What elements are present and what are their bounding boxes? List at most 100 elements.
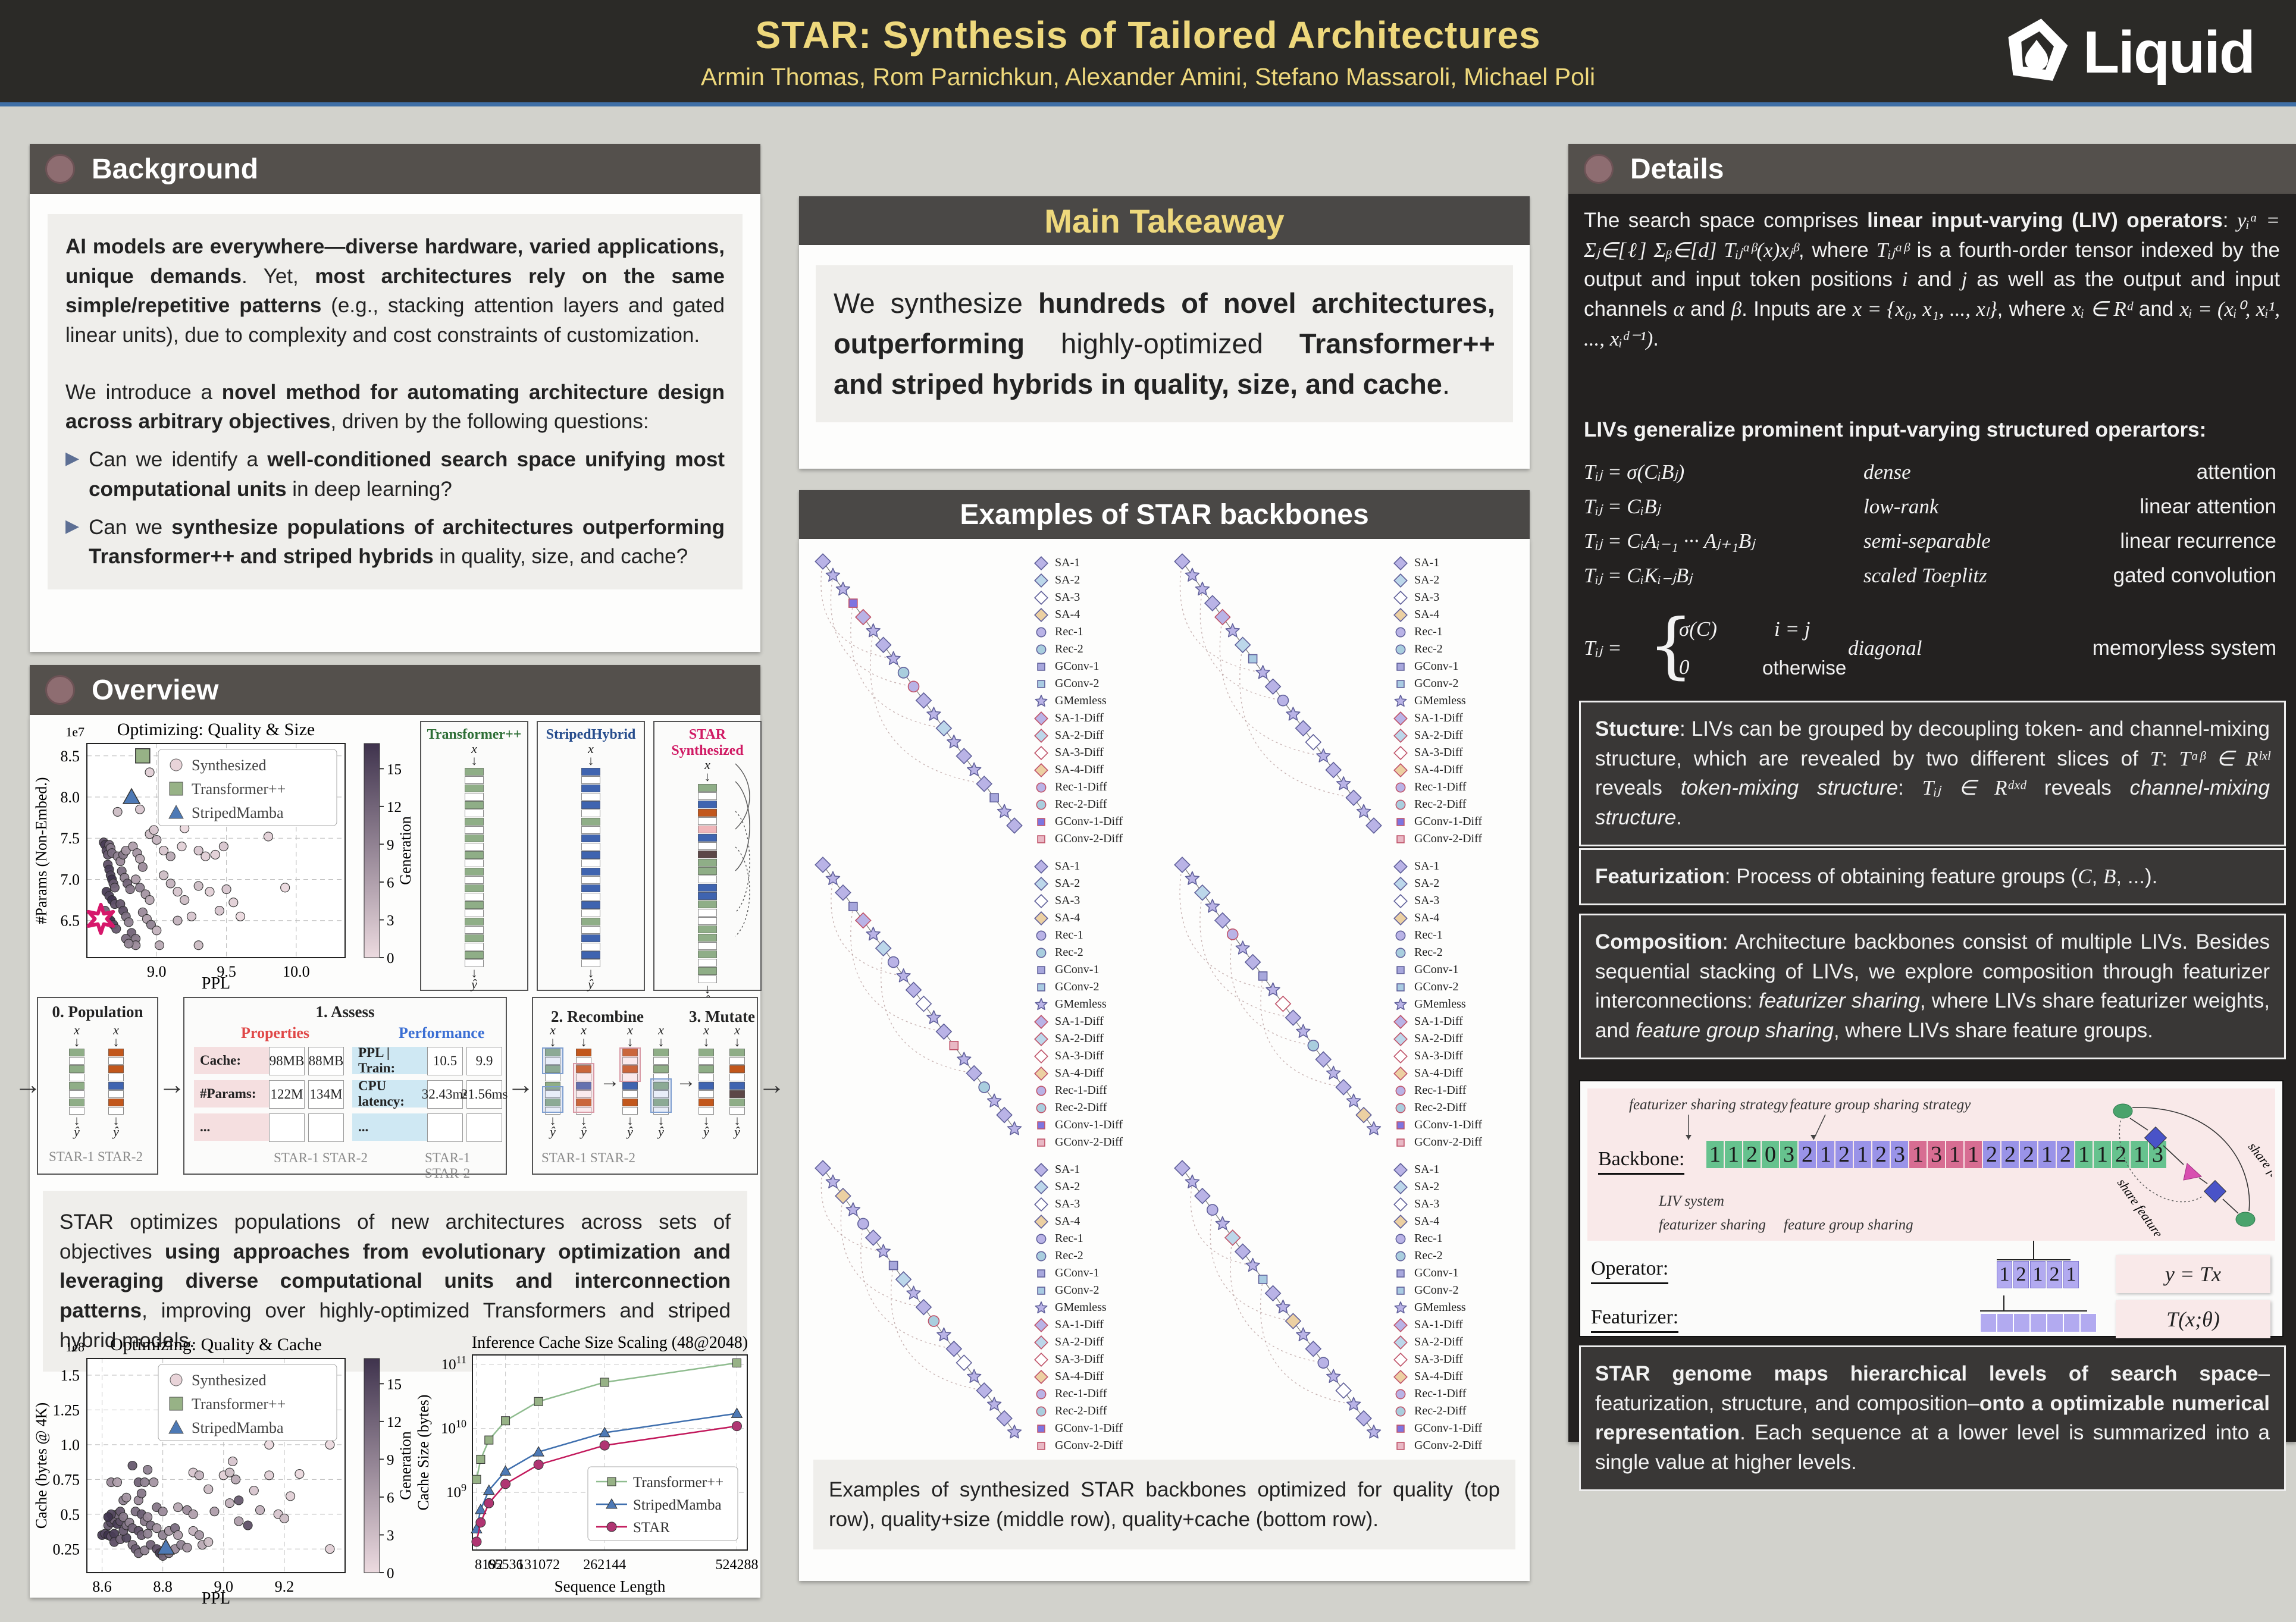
svg-text:12: 12 xyxy=(387,799,402,815)
arch-panel-transformer-: Transformer++ x ↓ ↓ ŷ xyxy=(420,721,528,991)
svg-text:1011: 1011 xyxy=(441,1354,466,1373)
section-dot-icon xyxy=(1584,154,1614,184)
svg-text:9.5: 9.5 xyxy=(217,963,236,980)
poster-authors: Armin Thomas, Rom Parnichkun, Alexander … xyxy=(700,63,1596,90)
examples-body: SA-1 SA-2 SA-3 SA-4 Rec-1 Rec-2 GConv-1 GConv-2… xyxy=(799,539,1530,1581)
svg-text:15: 15 xyxy=(387,761,402,777)
liquid-logo: Liquid xyxy=(2001,15,2256,90)
svg-text:StripedMamba: StripedMamba xyxy=(192,804,284,821)
background-paragraph-2: We introduce a novel method for automati… xyxy=(65,380,725,434)
takeaway-heading: Main Takeaway xyxy=(1044,202,1285,240)
backbone-legend: SA-1 SA-2 SA-3 SA-4 Rec-1 Rec-2 GConv-1 GConv-2… xyxy=(1033,1161,1123,1454)
poster-header: STAR: Synthesis of Tailored Architecture… xyxy=(0,0,2296,102)
svg-text:8.6: 8.6 xyxy=(92,1578,112,1595)
svg-text:0.25: 0.25 xyxy=(53,1541,80,1558)
svg-text:15: 15 xyxy=(387,1376,402,1392)
svg-text:8.0: 8.0 xyxy=(61,789,80,806)
overview-heading: Overview xyxy=(92,674,219,706)
background-heading: Background xyxy=(92,153,259,185)
svg-text:StripedMamba: StripedMamba xyxy=(192,1419,284,1436)
svg-text:6: 6 xyxy=(387,1490,394,1506)
background-header-bar: Background xyxy=(30,144,760,194)
svg-text:Cache Size (bytes): Cache Size (bytes) xyxy=(415,1395,432,1511)
bullet-triangle-icon: ▶ xyxy=(65,448,80,469)
examples-heading: Examples of STAR backbones xyxy=(960,498,1369,531)
takeaway-body: We synthesize hundreds of novel architec… xyxy=(799,245,1530,469)
background-body: AI models are everywhere—diverse hardwar… xyxy=(30,194,760,652)
svg-text:Transformer++: Transformer++ xyxy=(633,1474,723,1491)
takeaway-header-bar: Main Takeaway xyxy=(799,196,1530,245)
genome-summary-box: STAR genome maps hierarchical levels of … xyxy=(1579,1345,2286,1491)
background-bullet-2: ▶ Can we synthesize populations of archi… xyxy=(65,513,725,572)
svg-text:7.0: 7.0 xyxy=(61,871,80,888)
examples-caption: Examples of synthesized STAR backbones o… xyxy=(829,1478,1500,1531)
svg-text:Inference Cache Size Scaling (: Inference Cache Size Scaling (48@2048) xyxy=(472,1334,748,1352)
svg-text:8.5: 8.5 xyxy=(61,748,80,765)
svg-text:StripedMamba: StripedMamba xyxy=(633,1497,722,1513)
backbone-example-6: SA-1 SA-2 SA-3 SA-4 Rec-1 Rec-2 GConv-1 GConv-2… xyxy=(1167,1153,1520,1452)
section-details: Details The search space comprises linea… xyxy=(1568,144,2296,1491)
svg-text:1.5: 1.5 xyxy=(61,1367,80,1384)
backbone-example-5: SA-1 SA-2 SA-3 SA-4 Rec-1 Rec-2 GConv-1 GConv-2… xyxy=(807,1153,1161,1452)
svg-text:0: 0 xyxy=(387,1565,394,1582)
svg-text:share feature groups: share feature groups xyxy=(2115,1176,2188,1236)
chart-quality-cache: 8.6 8.8 9.0 9.2 0.25 0.5 0.75 1.0 1.25 1.5 Optimiz… xyxy=(32,1331,415,1614)
section-examples: Examples of STAR backbones SA-1 SA-2 SA-3 S… xyxy=(799,490,1530,1581)
backbone-example-4: SA-1 SA-2 SA-3 SA-4 Rec-1 Rec-2 GConv-1 GConv-2… xyxy=(1167,849,1520,1149)
svg-text:Cache (bytes @ 4K): Cache (bytes @ 4K) xyxy=(33,1403,50,1529)
evolution-pipeline: 0. Population x ↓ ↓ ŷ x ↓ ↓ ŷ STAR-1 STAR-2 → 1. As… xyxy=(14,997,785,1181)
svg-text:Transformer++: Transformer++ xyxy=(192,1395,286,1413)
svg-text:Sequence Length: Sequence Length xyxy=(555,1577,666,1595)
svg-text:65536: 65536 xyxy=(488,1557,524,1573)
background-paragraph-1: AI models are everywhere—diverse hardwar… xyxy=(65,235,725,347)
svg-text:8192: 8192 xyxy=(475,1557,503,1573)
svg-text:1e7: 1e7 xyxy=(65,724,84,739)
svg-text:Optimizing: Quality & Cache: Optimizing: Quality & Cache xyxy=(110,1335,322,1354)
liv-piecewise-row: Tᵢⱼ = { σ(C) i = j 0 otherwise diagonal … xyxy=(1584,604,2276,687)
logo-wordmark: Liquid xyxy=(2083,19,2256,86)
svg-text:9.2: 9.2 xyxy=(275,1578,295,1595)
details-heading: Details xyxy=(1630,153,1724,185)
backbone-legend: SA-1 SA-2 SA-3 SA-4 Rec-1 Rec-2 GConv-1 GConv-2… xyxy=(1393,858,1482,1151)
svg-text:Generation: Generation xyxy=(397,816,414,885)
svg-text:Synthesized: Synthesized xyxy=(192,757,267,774)
svg-text:9: 9 xyxy=(387,837,394,853)
overview-body: 9.0 9.5 10.0 6.5 7.0 7.5 8.0 8.5 Optimizing: Qua… xyxy=(14,715,785,1608)
background-bullet-1: ▶ Can we identify a well-conditioned sea… xyxy=(65,445,725,504)
arch-panel-stripedhybrid: StripedHybrid x ↓ ↓ ŷ xyxy=(537,721,645,991)
svg-text:12: 12 xyxy=(387,1414,402,1430)
genome-diagram: featurizer sharing strategy feature group… xyxy=(1579,1080,2284,1338)
svg-text:109: 109 xyxy=(446,1482,466,1501)
svg-text:3: 3 xyxy=(387,912,394,928)
architecture-panels: Transformer++ x ↓ ↓ ŷ StripedHybrid x ↓ ↓ ŷ STAR S… xyxy=(420,721,762,1007)
svg-text:8.8: 8.8 xyxy=(153,1578,173,1595)
svg-text:9: 9 xyxy=(387,1452,394,1468)
liv-row: Tᵢⱼ = CᵢBⱼ low-rank linear attention xyxy=(1584,495,2276,518)
featurization-box: Featurization: Process of obtaining feat… xyxy=(1579,848,2286,905)
svg-text:9.0: 9.0 xyxy=(147,963,167,980)
backbone-legend: SA-1 SA-2 SA-3 SA-4 Rec-1 Rec-2 GConv-1 GConv-2… xyxy=(1393,554,1482,848)
liv-row: Tᵢⱼ = CᵢAᵢ₋₁ ··· Aⱼ₊₁Bⱼ semi-separable lin… xyxy=(1584,529,2276,553)
svg-text:3: 3 xyxy=(387,1527,394,1543)
svg-text:PPL: PPL xyxy=(202,974,230,993)
genome-summary-text: STAR genome maps hierarchical levels of … xyxy=(1595,1362,2270,1474)
svg-text:9.0: 9.0 xyxy=(214,1578,234,1595)
svg-text:PPL: PPL xyxy=(202,1589,230,1608)
bullet-triangle-icon: ▶ xyxy=(65,516,80,536)
svg-text:STAR: STAR xyxy=(633,1520,670,1536)
pipeline-assess: 1. Assess Properties Performance Cache: 98MB… xyxy=(183,997,508,1181)
svg-text:6: 6 xyxy=(387,875,394,891)
takeaway-text-box: We synthesize hundreds of novel architec… xyxy=(816,265,1513,423)
section-dot-icon xyxy=(45,154,75,184)
liv-row: Tᵢⱼ = CᵢKᵢ₋ⱼBⱼ scaled Toeplitz gated convo… xyxy=(1584,564,2276,587)
liv-heading: LIVs generalize prominent input-varying … xyxy=(1584,418,2207,441)
backbone-example-1: SA-1 SA-2 SA-3 SA-4 Rec-1 Rec-2 GConv-1 GConv-2… xyxy=(807,546,1161,845)
svg-text:Optimizing: Quality & Size: Optimizing: Quality & Size xyxy=(117,720,315,739)
svg-text:Synthesized: Synthesized xyxy=(192,1372,267,1389)
backbone-example-3: SA-1 SA-2 SA-3 SA-4 Rec-1 Rec-2 GConv-1 GConv-2… xyxy=(807,849,1161,1149)
svg-text:1.0: 1.0 xyxy=(61,1436,80,1454)
chart-quality-size: 9.0 9.5 10.0 6.5 7.0 7.5 8.0 8.5 Optimizing: Qua… xyxy=(32,716,415,999)
examples-caption-box: Examples of synthesized STAR backbones o… xyxy=(813,1460,1515,1550)
details-intro: The search space comprises linear input-… xyxy=(1584,209,2281,350)
takeaway-text: We synthesize hundreds of novel architec… xyxy=(834,287,1495,400)
